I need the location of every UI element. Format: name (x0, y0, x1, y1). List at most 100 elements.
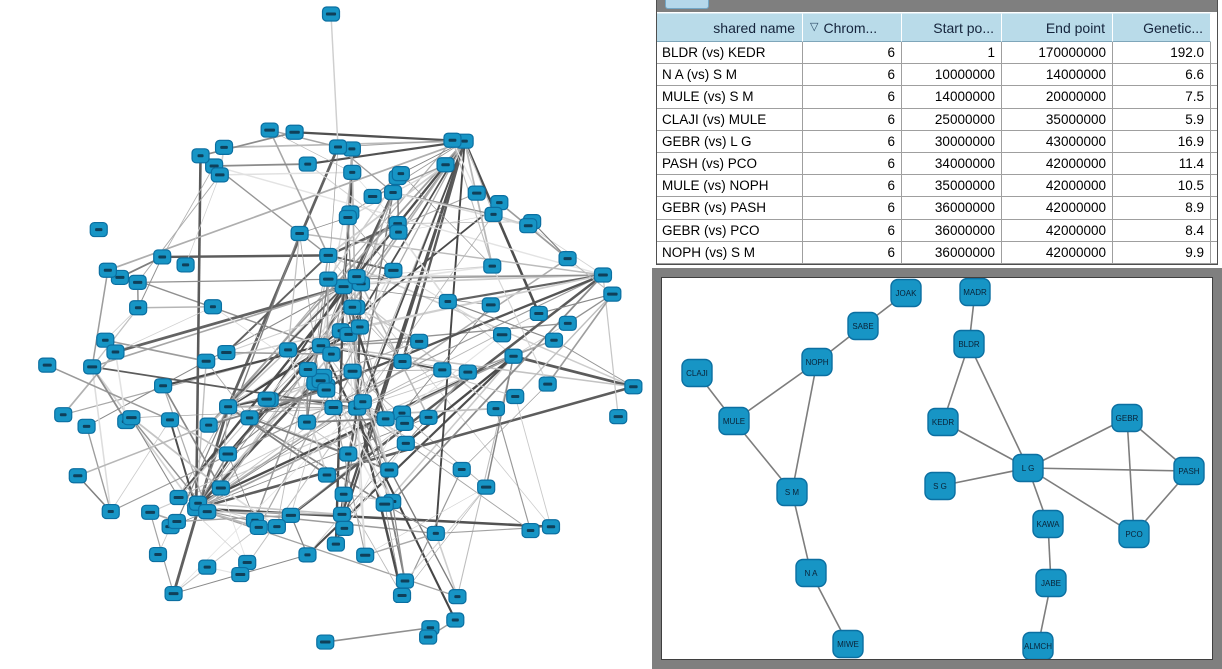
node-sabe[interactable]: SABE (847, 311, 879, 341)
node[interactable] (278, 342, 298, 358)
node-shape[interactable] (927, 407, 959, 437)
node[interactable] (89, 221, 108, 238)
table-cell[interactable]: 6 (803, 108, 902, 130)
node-shape[interactable] (832, 629, 864, 659)
table-cell[interactable]: 42000000 (1002, 219, 1113, 241)
table-cell[interactable]: 36000000 (902, 241, 1002, 263)
column-header-genetic-[interactable]: Genetic... (1113, 13, 1211, 42)
node[interactable] (148, 546, 168, 563)
node[interactable] (446, 612, 465, 628)
node[interactable] (558, 315, 577, 331)
column-header-chrom-[interactable]: ▽ Chrom... (803, 13, 902, 42)
node[interactable] (519, 218, 538, 234)
node[interactable] (339, 446, 358, 462)
node[interactable] (438, 293, 457, 310)
table-cell[interactable]: MULE (vs) NOPH (657, 175, 803, 197)
node[interactable] (353, 394, 372, 410)
node[interactable] (541, 519, 561, 535)
table-row[interactable]: N A (vs) S M 6 10000000 14000000 6.6 (657, 64, 1217, 87)
node[interactable] (477, 479, 496, 495)
table-cell[interactable]: 192.0 (1113, 42, 1211, 64)
node[interactable] (393, 353, 412, 370)
node[interactable] (319, 271, 338, 287)
node[interactable] (219, 399, 238, 415)
table-cell[interactable]: 34000000 (902, 152, 1002, 175)
node[interactable] (380, 462, 399, 478)
node[interactable] (558, 250, 577, 267)
table-cell[interactable]: 36000000 (902, 219, 1002, 241)
table-row[interactable]: PASH (vs) PCO 6 34000000 42000000 11.4 (657, 152, 1217, 176)
table-cell[interactable]: GEBR (vs) PASH (657, 197, 803, 219)
node[interactable] (176, 257, 195, 273)
node-shape[interactable] (847, 311, 879, 341)
node[interactable] (395, 573, 415, 589)
node[interactable] (154, 378, 173, 394)
table-cell[interactable]: 6 (803, 197, 902, 219)
table-cell[interactable]: 36000000 (902, 197, 1002, 219)
table-cell[interactable]: BLDR (vs) KEDR (657, 42, 803, 64)
node[interactable] (203, 299, 223, 315)
node[interactable] (392, 587, 412, 604)
table-cell[interactable]: 6 (803, 175, 902, 197)
node[interactable] (160, 412, 180, 428)
table-row[interactable]: GEBR (vs) PCO 6 36000000 42000000 8.4 (657, 219, 1217, 242)
node-shape[interactable] (953, 329, 985, 359)
node-shape[interactable] (959, 278, 991, 307)
table-cell[interactable]: 8.4 (1113, 219, 1211, 241)
node[interactable] (260, 122, 279, 138)
node[interactable] (164, 585, 183, 602)
table-cell[interactable]: 43000000 (1002, 130, 1113, 152)
table-cell[interactable]: 30000000 (902, 130, 1002, 152)
table-cell[interactable]: 14000000 (902, 86, 1002, 108)
node-shape[interactable] (1035, 568, 1067, 598)
table-cell[interactable]: 11.4 (1113, 152, 1211, 175)
node[interactable] (210, 167, 229, 183)
table-cell[interactable]: 35000000 (902, 175, 1002, 197)
node-s-g[interactable]: S G (924, 471, 956, 501)
node[interactable] (214, 139, 234, 155)
table-cell[interactable]: 8.9 (1113, 197, 1211, 219)
node[interactable] (54, 407, 73, 423)
edge-l-g-pash[interactable] (1027, 467, 1190, 472)
edge-bldr-l-g[interactable] (968, 343, 1029, 469)
node[interactable] (129, 300, 148, 316)
node-shape[interactable] (924, 471, 956, 501)
table-cell[interactable]: 25000000 (902, 108, 1002, 130)
node[interactable] (217, 344, 236, 361)
node[interactable] (419, 409, 438, 425)
node-shape[interactable] (795, 558, 827, 588)
table-cell[interactable]: NOPH (vs) S M (657, 241, 803, 263)
node[interactable] (375, 496, 394, 512)
node[interactable] (436, 157, 455, 173)
node[interactable] (167, 513, 186, 530)
table-row[interactable]: BLDR (vs) KEDR 6 1 170000000 192.0 (657, 42, 1217, 65)
node[interactable] (481, 297, 500, 313)
node[interactable] (343, 164, 362, 180)
node[interactable] (198, 504, 217, 520)
node[interactable] (458, 364, 477, 380)
node[interactable] (334, 486, 353, 502)
node-noph[interactable]: NOPH (801, 347, 833, 377)
node[interactable] (343, 363, 362, 379)
table-cell[interactable]: N A (vs) S M (657, 64, 803, 86)
table-row[interactable]: CLAJI (vs) MULE 6 25000000 35000000 5.9 (657, 108, 1217, 131)
node[interactable] (83, 359, 102, 375)
node-shape[interactable] (718, 406, 750, 436)
node[interactable] (391, 166, 410, 182)
node[interactable] (335, 520, 354, 536)
table-cell[interactable]: 6 (803, 86, 902, 108)
node[interactable] (338, 209, 357, 226)
node[interactable] (218, 446, 237, 462)
table-cell[interactable]: 14000000 (1002, 64, 1113, 86)
node[interactable] (98, 262, 117, 278)
node[interactable] (324, 399, 343, 416)
node-shape[interactable] (1173, 456, 1205, 486)
node[interactable] (326, 536, 346, 552)
node[interactable] (267, 518, 286, 535)
table-cell[interactable]: 6 (803, 152, 902, 175)
node[interactable] (122, 410, 141, 426)
edge-noph-s-m[interactable] (791, 361, 818, 493)
node[interactable] (68, 468, 87, 484)
column-header-shared-name[interactable]: shared name (657, 13, 803, 42)
edge-l-g-gebr[interactable] (1027, 417, 1128, 469)
